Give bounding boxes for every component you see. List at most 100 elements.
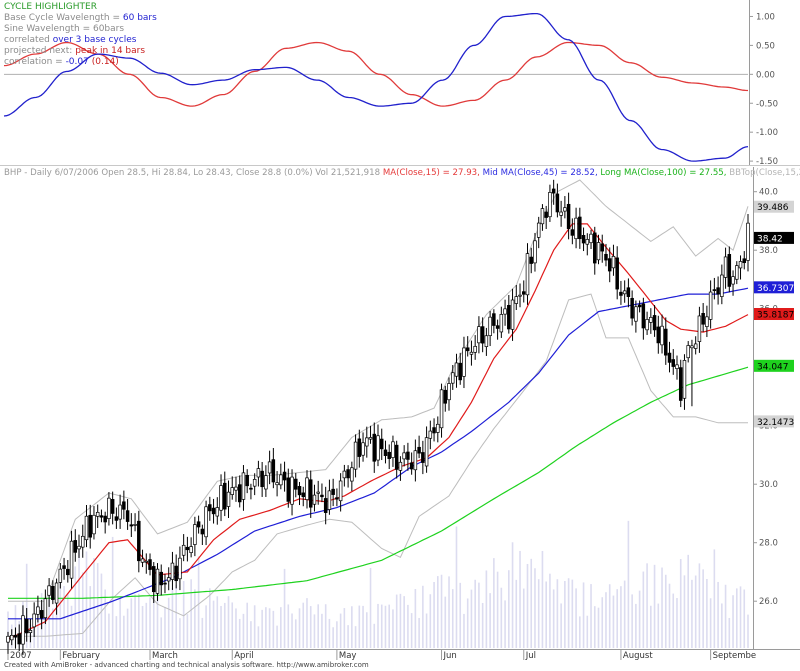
candle bbox=[596, 234, 601, 265]
candle bbox=[518, 283, 522, 308]
candle bbox=[308, 470, 313, 518]
volume-bar bbox=[48, 593, 50, 648]
volume-bar bbox=[605, 592, 607, 648]
candle-body bbox=[144, 560, 149, 563]
candle-body bbox=[387, 451, 391, 459]
correlated-label: correlated bbox=[4, 35, 53, 45]
candle bbox=[320, 483, 324, 503]
ma45-legend: Mid MA(Close,45) = 28.52, bbox=[479, 168, 598, 178]
candle bbox=[39, 599, 44, 630]
candle-body bbox=[260, 470, 264, 488]
candle bbox=[488, 310, 492, 347]
candle-body bbox=[503, 308, 507, 315]
candle bbox=[316, 480, 320, 505]
candle-body bbox=[589, 233, 593, 244]
candle-body bbox=[596, 242, 601, 261]
candle bbox=[525, 243, 530, 305]
candle bbox=[716, 276, 720, 305]
candle bbox=[125, 498, 130, 530]
candle bbox=[129, 513, 134, 537]
volume-bar bbox=[141, 605, 144, 648]
value-label-box bbox=[754, 359, 794, 372]
candle bbox=[279, 463, 283, 490]
candle bbox=[196, 515, 201, 534]
candle bbox=[645, 311, 649, 335]
candle-body bbox=[129, 524, 134, 527]
candle bbox=[36, 595, 40, 623]
base-cycle-value: 60 bars bbox=[122, 13, 157, 23]
candle-body bbox=[13, 634, 18, 638]
volume-bar bbox=[646, 563, 648, 648]
value-label-box bbox=[754, 281, 794, 294]
candle bbox=[208, 496, 212, 521]
candle bbox=[62, 557, 66, 580]
volume-bar bbox=[522, 588, 525, 648]
candle-body bbox=[477, 326, 481, 344]
candle bbox=[667, 341, 672, 373]
candle-body bbox=[271, 459, 276, 483]
candle bbox=[656, 315, 661, 354]
volume-bar bbox=[242, 613, 245, 648]
candle-body bbox=[675, 364, 679, 369]
volume-bar bbox=[261, 609, 263, 648]
candle-body bbox=[58, 568, 63, 583]
volume-bar bbox=[272, 610, 275, 648]
candle-body bbox=[443, 389, 448, 404]
volume-bar bbox=[620, 586, 622, 648]
candle-body bbox=[383, 449, 388, 456]
volume-bar bbox=[395, 594, 398, 648]
candle bbox=[301, 486, 306, 507]
volume-bar bbox=[302, 602, 305, 648]
candle-body bbox=[492, 313, 496, 326]
candle bbox=[323, 486, 328, 525]
candle bbox=[211, 498, 216, 524]
candle bbox=[652, 305, 657, 337]
candle bbox=[469, 340, 474, 366]
candle bbox=[17, 624, 21, 652]
candle-body bbox=[118, 504, 122, 520]
volume-bar bbox=[149, 597, 151, 648]
candle bbox=[735, 261, 739, 285]
candle-body bbox=[436, 423, 440, 433]
volume-bar bbox=[459, 582, 462, 648]
candle bbox=[178, 546, 182, 591]
candle-body bbox=[28, 630, 33, 634]
candle bbox=[465, 336, 470, 357]
candle-body bbox=[327, 490, 332, 510]
volume-bar bbox=[93, 558, 95, 648]
volume-bar bbox=[276, 625, 278, 648]
volume-bar bbox=[444, 596, 447, 648]
candle bbox=[454, 353, 459, 388]
volume-bar bbox=[709, 598, 712, 648]
candle-body bbox=[510, 299, 515, 330]
candle-body bbox=[637, 304, 642, 308]
candle bbox=[615, 246, 619, 300]
volume-bar bbox=[545, 581, 547, 648]
candle-body bbox=[678, 367, 683, 401]
candle bbox=[593, 226, 597, 275]
candle bbox=[619, 280, 623, 305]
candle-body bbox=[110, 499, 115, 514]
candle-body bbox=[432, 427, 436, 434]
volume-bar bbox=[179, 618, 181, 648]
candle-body bbox=[230, 487, 234, 495]
volume-bar bbox=[687, 554, 690, 648]
candle bbox=[566, 192, 571, 240]
volume-bar bbox=[85, 551, 88, 648]
candle-body bbox=[69, 540, 74, 579]
volume-bar bbox=[55, 587, 58, 648]
candle-body bbox=[137, 520, 141, 562]
footer-credit: Created with AmiBroker - advanced charti… bbox=[4, 661, 369, 669]
volume-bar bbox=[638, 590, 641, 648]
price-x-tick-label: April bbox=[234, 651, 253, 661]
candle bbox=[181, 534, 186, 562]
volume-bar bbox=[500, 587, 503, 648]
candle bbox=[338, 473, 343, 512]
candle bbox=[376, 424, 380, 467]
candle-body bbox=[47, 585, 51, 596]
candle bbox=[69, 530, 74, 589]
volume-bar bbox=[590, 584, 592, 648]
candle-body bbox=[641, 303, 646, 329]
volume-bar bbox=[601, 597, 604, 648]
volume-bar bbox=[227, 596, 230, 648]
